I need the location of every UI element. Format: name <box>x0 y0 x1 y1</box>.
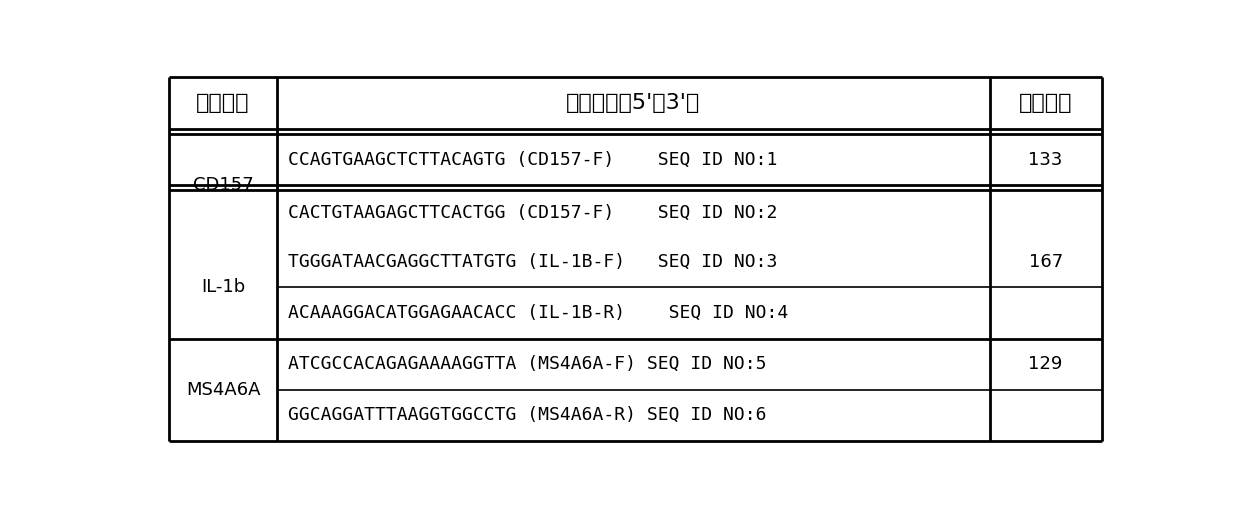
Text: MS4A6A: MS4A6A <box>186 381 260 399</box>
Text: CACTGTAAGAGCTTCACTGG (CD157-F)    SEQ ID NO:2: CACTGTAAGAGCTTCACTGG (CD157-F) SEQ ID NO… <box>288 204 777 222</box>
Text: 129: 129 <box>1028 355 1063 373</box>
Text: ATCGCCACAGAGAAAAGGTTA (MS4A6A-F) SEQ ID NO:5: ATCGCCACAGAGAAAAGGTTA (MS4A6A-F) SEQ ID … <box>288 355 766 373</box>
Text: ACAAAGGACATGGAGAACACC (IL-1B-R)    SEQ ID NO:4: ACAAAGGACATGGAGAACACC (IL-1B-R) SEQ ID N… <box>288 304 789 322</box>
Text: 133: 133 <box>1028 151 1063 169</box>
Text: 引物序列（5'－3'）: 引物序列（5'－3'） <box>565 93 701 113</box>
Text: IL-1b: IL-1b <box>201 279 246 297</box>
Text: GGCAGGATTTAAGGTGGCCTG (MS4A6A-R) SEQ ID NO:6: GGCAGGATTTAAGGTGGCCTG (MS4A6A-R) SEQ ID … <box>288 406 766 424</box>
Text: CD157: CD157 <box>192 176 253 194</box>
Text: 产物长度: 产物长度 <box>1019 93 1073 113</box>
Text: CCAGTGAAGCTCTTACAGTG (CD157-F)    SEQ ID NO:1: CCAGTGAAGCTCTTACAGTG (CD157-F) SEQ ID NO… <box>288 151 777 169</box>
Text: 167: 167 <box>1028 253 1063 271</box>
Text: 目的基因: 目的基因 <box>196 93 249 113</box>
Text: TGGGATAACGAGGCTTATGTG (IL-1B-F)   SEQ ID NO:3: TGGGATAACGAGGCTTATGTG (IL-1B-F) SEQ ID N… <box>288 253 777 271</box>
